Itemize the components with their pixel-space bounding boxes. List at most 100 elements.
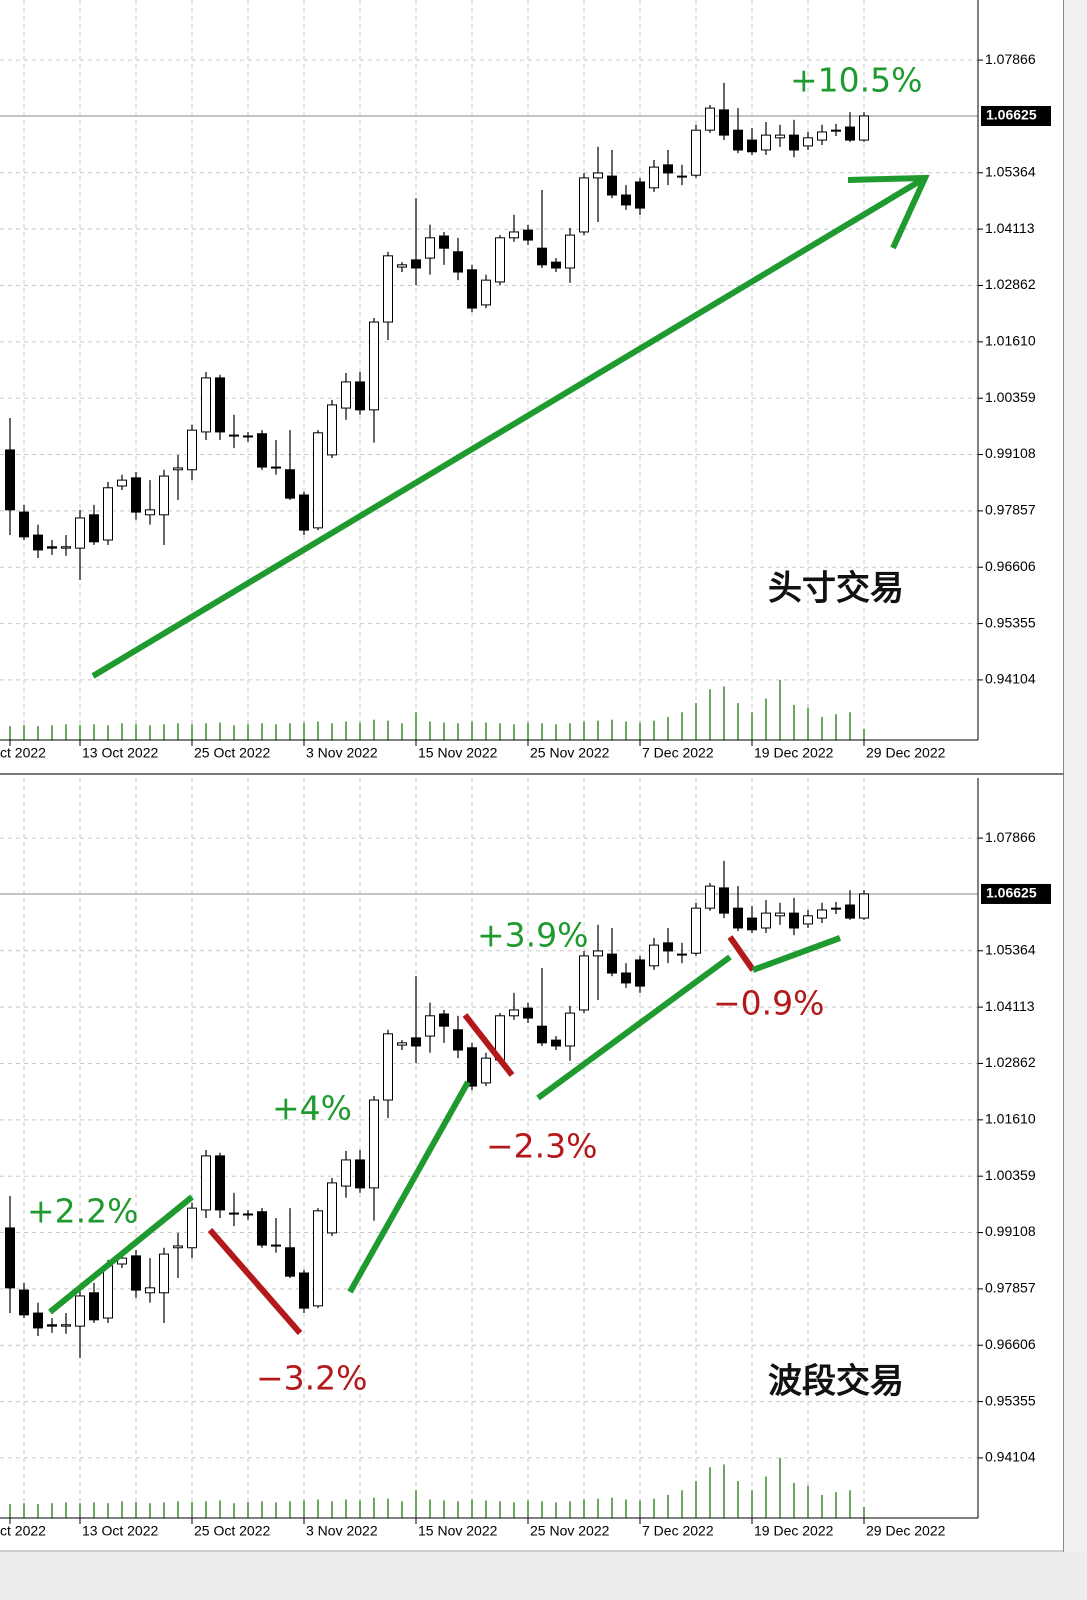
candle-body bbox=[817, 131, 827, 141]
candle-body bbox=[579, 177, 589, 233]
candle-body bbox=[621, 972, 631, 984]
candle-body bbox=[425, 1015, 435, 1037]
x-tick-label: 15 Nov 2022 bbox=[418, 1523, 498, 1539]
candle-body bbox=[425, 237, 435, 259]
candle-body bbox=[271, 1244, 281, 1247]
candle-body bbox=[705, 107, 715, 131]
side-margin bbox=[1064, 0, 1087, 1600]
candle-body bbox=[565, 234, 575, 269]
candle-body bbox=[607, 953, 617, 974]
x-tick-label: 19 Dec 2022 bbox=[754, 1523, 834, 1539]
candle-body bbox=[705, 885, 715, 909]
candle-body bbox=[5, 449, 15, 511]
plot: 1.07866 1.05364 1.04113 1.02862 1.01610 1.003… bbox=[0, 0, 1051, 761]
candle-body bbox=[33, 1312, 43, 1329]
candle-body bbox=[551, 261, 561, 269]
candle-body bbox=[733, 129, 743, 151]
bottom-bar bbox=[0, 1552, 1087, 1600]
y-tick-label: 1.01610 bbox=[985, 333, 1036, 349]
candle-body bbox=[383, 1033, 393, 1101]
panel-label: 波段交易 bbox=[768, 1362, 904, 1402]
candle-body bbox=[47, 1324, 57, 1327]
x-tick-label: 25 Nov 2022 bbox=[530, 1523, 610, 1539]
candle-body bbox=[509, 231, 519, 239]
candle-body bbox=[719, 887, 729, 914]
candle-body bbox=[327, 1182, 337, 1234]
y-tick-label: 0.97857 bbox=[985, 502, 1036, 518]
x-tick-label: 19 Dec 2022 bbox=[754, 745, 834, 761]
y-tick-label: 0.97857 bbox=[985, 1280, 1036, 1296]
candle-body bbox=[187, 1207, 197, 1249]
swing-lines bbox=[48, 935, 842, 1335]
candle-body bbox=[159, 475, 169, 516]
price-box bbox=[981, 883, 1051, 904]
candle-body bbox=[243, 435, 253, 438]
candle-body bbox=[201, 377, 211, 433]
candle-body bbox=[831, 129, 841, 132]
candle-body bbox=[369, 1099, 379, 1189]
price-box bbox=[981, 105, 1051, 126]
y-tick-label: 1.04113 bbox=[985, 998, 1035, 1014]
y-tick-label: 1.02862 bbox=[985, 276, 1036, 292]
candle-body bbox=[19, 511, 29, 538]
candle-body bbox=[845, 126, 855, 141]
candle-body bbox=[439, 1013, 449, 1027]
y-tick-label: 0.96606 bbox=[985, 1336, 1036, 1352]
candle-body bbox=[299, 494, 309, 531]
candle-body bbox=[131, 477, 141, 513]
candle-body bbox=[159, 1253, 169, 1294]
annotation: +3.9% bbox=[477, 916, 589, 955]
candle-body bbox=[397, 1042, 407, 1046]
price-box-label: 1.06625 bbox=[986, 885, 1037, 901]
y-tick-label: 0.99108 bbox=[985, 1223, 1036, 1239]
candle-body bbox=[523, 1007, 533, 1019]
x-tick-label: 25 Oct 2022 bbox=[194, 745, 270, 761]
x-tick-label: 25 Nov 2022 bbox=[530, 745, 610, 761]
candle-body bbox=[495, 237, 505, 283]
swing-up bbox=[536, 954, 732, 1101]
candle-body bbox=[411, 1037, 421, 1047]
candle-body bbox=[523, 229, 533, 241]
x-tick-label: 13 Oct 2022 bbox=[82, 745, 158, 761]
x-tick-label: 13 Oct 2022 bbox=[82, 1523, 158, 1539]
candle-body bbox=[89, 1292, 99, 1321]
candle-body bbox=[733, 907, 743, 929]
y-tick-label: 0.96606 bbox=[985, 558, 1036, 574]
annotation: +2.2% bbox=[27, 1192, 139, 1231]
candle-body bbox=[313, 432, 323, 529]
y-tick-label: 1.01610 bbox=[985, 1111, 1036, 1127]
candle-body bbox=[397, 264, 407, 268]
candle-body bbox=[481, 1057, 491, 1084]
y-tick-label: 0.94104 bbox=[985, 671, 1036, 687]
swing-up bbox=[751, 935, 842, 973]
candle-body bbox=[341, 381, 351, 409]
candle-body bbox=[789, 912, 799, 929]
candle-body bbox=[775, 912, 785, 917]
x-tick-label: 29 Dec 2022 bbox=[866, 745, 946, 761]
candle-body bbox=[117, 479, 127, 487]
candle-body bbox=[327, 404, 337, 456]
candle-body bbox=[803, 137, 813, 147]
y-tick-label: 1.02862 bbox=[985, 1054, 1036, 1070]
candle-body bbox=[845, 904, 855, 919]
candle-body bbox=[341, 1159, 351, 1187]
panel: 1.07866 1.05364 1.04113 1.02862 1.01610 1.003… bbox=[0, 778, 1051, 1539]
y-tick-label: 1.07866 bbox=[985, 51, 1036, 67]
candle-body bbox=[859, 115, 869, 141]
candle-body bbox=[257, 433, 267, 468]
y-tick-label: 1.05364 bbox=[985, 941, 1036, 957]
candle-body bbox=[145, 509, 155, 516]
annotation: −3.2% bbox=[256, 1359, 368, 1398]
candle-body bbox=[313, 1210, 323, 1307]
candle-body bbox=[593, 950, 603, 957]
panel: 1.07866 1.05364 1.04113 1.02862 1.01610 1.003… bbox=[0, 0, 1051, 761]
candle-body bbox=[355, 1159, 365, 1189]
x-tick-label: 25 Oct 2022 bbox=[194, 1523, 270, 1539]
candle-body bbox=[61, 546, 71, 549]
y-tick-label: 1.07866 bbox=[985, 829, 1036, 845]
candle-body bbox=[215, 1155, 225, 1211]
candle-body bbox=[355, 381, 365, 411]
candle-body bbox=[719, 109, 729, 136]
